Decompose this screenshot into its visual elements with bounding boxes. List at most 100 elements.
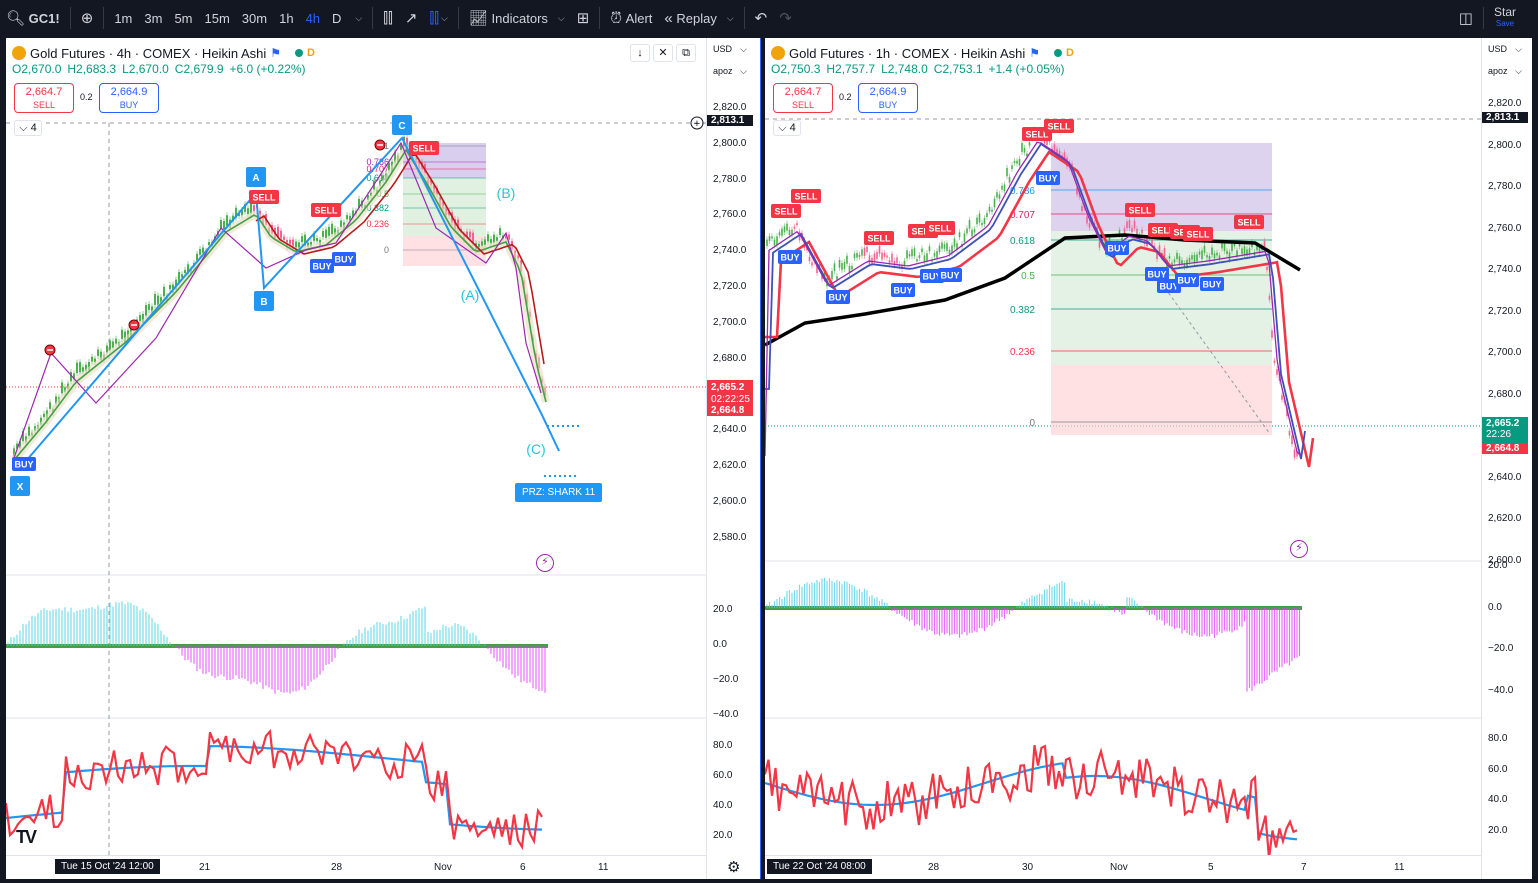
currency-select[interactable]: USD ⌵ bbox=[711, 44, 749, 60]
left-chart-canvas[interactable]: +10.7860.7070.6180.50.3820.2360XABC(B)(A… bbox=[6, 38, 760, 879]
candle-body bbox=[1226, 250, 1228, 254]
candle-body bbox=[956, 243, 958, 250]
settings-gear-icon[interactable]: ⚙ bbox=[727, 859, 741, 876]
candle-body bbox=[913, 248, 916, 257]
candle-body bbox=[331, 223, 333, 235]
buy-button[interactable]: 2,664.9 BUY bbox=[858, 83, 918, 113]
tradingview-logo[interactable]: TV bbox=[16, 827, 37, 847]
interval-3m[interactable]: 3m bbox=[144, 10, 163, 26]
fib-level-label: 0 bbox=[384, 245, 389, 255]
save-button[interactable]: Star Save bbox=[1488, 0, 1538, 36]
candle-body bbox=[70, 372, 72, 382]
left-title: Gold Futures · 4h · COMEX · Heikin Ashi bbox=[30, 45, 267, 61]
indicator-collapse-button[interactable]: ⌵ 4 bbox=[14, 120, 42, 136]
sell-button[interactable]: 2,664.7 SELL bbox=[14, 83, 74, 113]
symbol-search[interactable]: 🔍︎ GC1! bbox=[0, 0, 66, 36]
candle-body bbox=[1173, 259, 1176, 263]
candle-body bbox=[851, 265, 853, 270]
interval-15m[interactable]: 15m bbox=[204, 10, 230, 26]
pane-divider[interactable] bbox=[760, 38, 765, 879]
price-tick: 2,620.0 bbox=[713, 460, 747, 471]
candle-body bbox=[1028, 142, 1031, 146]
candle-body bbox=[382, 175, 384, 181]
buy-signal: BUY bbox=[1038, 174, 1057, 184]
layout-button[interactable]: ⊞ bbox=[571, 0, 596, 36]
candle-body bbox=[1178, 256, 1181, 266]
currency-select[interactable]: USD ⌵ bbox=[1486, 44, 1524, 60]
interval-30m[interactable]: 30m bbox=[241, 10, 268, 26]
fib-level-label: 0.236 bbox=[1010, 347, 1035, 358]
scale-mode-select[interactable]: apoz ⌵ bbox=[1486, 66, 1524, 82]
candle-body bbox=[1221, 242, 1223, 249]
candle-body bbox=[973, 229, 976, 233]
candle-body bbox=[896, 257, 898, 264]
chart-type-candles[interactable]: ⫿⫿ bbox=[377, 0, 399, 36]
interval-1m[interactable]: 1m bbox=[114, 10, 133, 26]
interval-5m[interactable]: 5m bbox=[174, 10, 193, 26]
ohlc-close: C2,753.1 bbox=[933, 62, 983, 76]
alert-button[interactable]: ⏰︎ Alert bbox=[604, 0, 658, 36]
candle-body bbox=[187, 264, 189, 274]
flag-icon[interactable]: ⚑ bbox=[1029, 46, 1041, 60]
lightning-event-icon[interactable]: ⚡︎ bbox=[536, 554, 554, 572]
left-time-axis[interactable]: Tue 15 Oct '24 12:00 21 28 Nov 6 11 bbox=[6, 855, 706, 879]
candle-body bbox=[1141, 229, 1143, 234]
chart-type-line[interactable]: ↗ bbox=[399, 0, 424, 36]
candle-body bbox=[346, 215, 348, 220]
replay-button[interactable]: « Replay ⌵ bbox=[658, 0, 739, 36]
candle-body bbox=[958, 232, 961, 238]
flag-icon[interactable]: ⚑ bbox=[270, 46, 282, 60]
indicators-icon: 📈︎ bbox=[468, 10, 488, 27]
buy-signal: BUY bbox=[893, 286, 912, 296]
fib-level-label: 0.382 bbox=[366, 203, 389, 213]
indicator-collapse-button[interactable]: ⌵ 4 bbox=[773, 120, 801, 136]
candle-body bbox=[151, 306, 153, 313]
time-tick: 21 bbox=[199, 862, 211, 873]
candle-body bbox=[328, 226, 330, 236]
ohlc-high: H2,683.3 bbox=[67, 62, 117, 76]
close-icon[interactable]: ✕ bbox=[653, 44, 673, 62]
undo-button[interactable]: ↶ bbox=[749, 0, 774, 36]
candle-body bbox=[1288, 430, 1291, 436]
indicators-button[interactable]: 📈︎ Indicators ⌵ bbox=[463, 0, 571, 36]
sell-signal: SELL bbox=[911, 227, 935, 237]
candle-body bbox=[466, 231, 468, 237]
last-price-tag: 2,665.2 22:26 bbox=[1482, 417, 1528, 443]
interval-dropdown[interactable]: ⌵ bbox=[347, 0, 368, 36]
candle-body bbox=[199, 248, 201, 255]
maximize-icon[interactable]: ⧉ bbox=[676, 44, 696, 62]
sell-signal: SELL bbox=[1047, 122, 1071, 132]
candle-body bbox=[1216, 252, 1218, 256]
candle-body bbox=[1151, 238, 1153, 245]
left-chart-pane[interactable]: +1 0.786 0.707 0.618 0.5 0.382 0.236 0 X A B C (B) (A… bbox=[6, 38, 760, 879]
left-price-axis[interactable]: USD ⌵ apoz ⌵ 2,820.0 2,800.0 2,780.0 2,760.0 2… bbox=[706, 38, 760, 879]
sell-button[interactable]: 2,664.7 SELL bbox=[773, 83, 833, 113]
last-price: 2,665.2 bbox=[1486, 418, 1520, 429]
price-tick: 2,580.0 bbox=[713, 531, 747, 543]
interval-1h[interactable]: 1h bbox=[279, 10, 294, 26]
bid-price-tag: 2,664.8 bbox=[707, 405, 753, 416]
right-chart-pane[interactable]: 0.786 0.707 0.618 0.5 0.382 0.236 0 SELL SELL SEL… bbox=[765, 38, 1532, 879]
buy-button[interactable]: 2,664.9 BUY bbox=[99, 83, 159, 113]
interval-1d[interactable]: D bbox=[332, 10, 342, 26]
layout-panel-button[interactable]: ◫ bbox=[1453, 0, 1479, 36]
arrow-down-icon[interactable]: ↓ bbox=[630, 44, 650, 62]
scale-mode-select[interactable]: apoz ⌵ bbox=[711, 66, 749, 82]
right-ohlc: O2,750.3 H2,757.7 L2,748.0 C2,753.1 +1.4… bbox=[771, 62, 1074, 78]
candle-body bbox=[903, 260, 906, 266]
lightning-event-icon[interactable]: ⚡︎ bbox=[1290, 540, 1308, 558]
candle-body bbox=[1013, 160, 1016, 164]
right-chart-canvas[interactable]: 0.7860.7070.6180.50.3820.2360SELLSELLSEL… bbox=[765, 38, 1532, 879]
candle-body bbox=[1011, 165, 1013, 170]
osc2-tick: 80.0 bbox=[713, 740, 733, 751]
compare-button[interactable]: ⊕ bbox=[75, 0, 100, 36]
last-price: 2,665.2 bbox=[711, 382, 745, 393]
right-price-axis[interactable]: USD ⌵ apoz ⌵ 2,820.0 2,800.0 2,780.0 2,760.0 2… bbox=[1481, 38, 1532, 879]
bar-countdown: 22:26 bbox=[1486, 429, 1512, 440]
redo-button[interactable]: ↷ bbox=[773, 0, 798, 36]
right-time-axis[interactable]: 28 30 Nov 5 7 11 Tue 22 Oct '24 08:00 bbox=[765, 855, 1481, 879]
interval-4h[interactable]: 4h bbox=[305, 10, 321, 26]
gold-coin-icon bbox=[771, 46, 785, 60]
chart-type-bars[interactable]: ⫿⫿ ⌵ bbox=[423, 0, 453, 36]
osc2-main-line bbox=[6, 728, 543, 851]
